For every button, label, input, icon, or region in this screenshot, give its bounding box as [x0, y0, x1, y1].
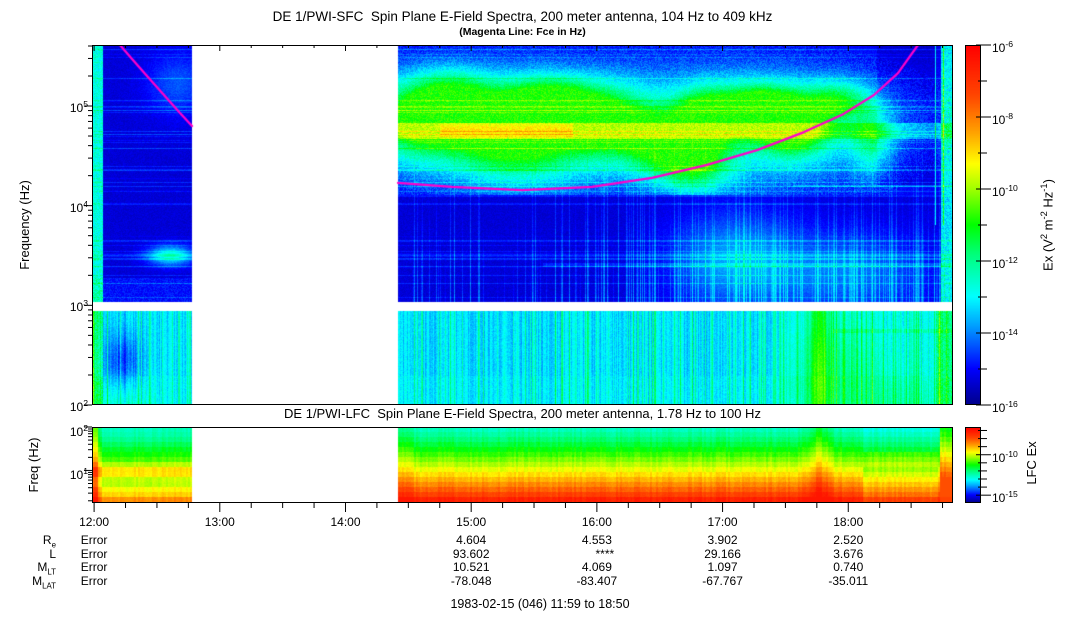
- ephemeris-value: 4.553: [581, 533, 612, 547]
- lfc-ylabel: Freq (Hz): [26, 437, 41, 493]
- sfc-ylabel: Frequency (Hz): [17, 180, 32, 270]
- ephemeris-value: 10.521: [452, 560, 490, 574]
- ephemeris-row-label: Re: [42, 533, 56, 550]
- ephemeris-value: 1.097: [707, 560, 738, 574]
- lfc-title: DE 1/PWI-LFC Spin Plane E-Field Spectra,…: [284, 406, 761, 421]
- x-tick-label: 16:00: [581, 515, 612, 529]
- sfc-ytick-label: 103: [69, 298, 88, 315]
- date-caption: 1983-02-15 (046) 11:59 to 18:50: [450, 597, 630, 611]
- sfc-title: DE 1/PWI-SFC Spin Plane E-Field Spectra,…: [272, 9, 773, 24]
- ephemeris-value: 2.520: [833, 533, 864, 547]
- ephemeris-row-label: L: [49, 546, 56, 561]
- ephemeris-value: 3.902: [707, 533, 738, 547]
- ephemeris-value: Error: [80, 560, 108, 574]
- x-tick-label: 18:00: [833, 515, 864, 529]
- x-tick-label: 15:00: [456, 515, 487, 529]
- ephemeris-value: -67.767: [702, 573, 743, 588]
- sfc-colorbar-tick-label: 10-6: [992, 39, 1014, 55]
- sfc-colorbar-tick-label: 10-14: [992, 327, 1018, 343]
- ephemeris-value: 4.604: [456, 533, 487, 547]
- ephemeris-row-label: MLAT: [32, 573, 56, 590]
- sfc-ytick-label: 105: [69, 98, 88, 115]
- ephemeris-value: 93.602: [452, 546, 490, 561]
- lfc-spectrogram-canvas: [92, 427, 953, 503]
- ephemeris-value: Error: [80, 546, 108, 561]
- lfc-colorbar-tick-label: 10-15: [992, 489, 1018, 506]
- lfc-colorbar-canvas: [965, 427, 981, 503]
- ephemeris-value: 4.069: [581, 560, 612, 574]
- sfc-subtitle: (Magenta Line: Fce in Hz): [459, 26, 586, 38]
- sfc-colorbar-tick-label: 10-12: [992, 255, 1018, 271]
- sfc-spectrogram-canvas: [92, 45, 953, 405]
- sfc-colorbar-tick-label: 10-10: [992, 183, 1018, 199]
- lfc-colorbar-tick-label: 10-10: [992, 448, 1018, 465]
- sfc-colorbar-tick-label: 10-16: [992, 399, 1018, 415]
- lfc-ytick-label: 102: [69, 423, 88, 439]
- ephemeris-value: -35.011: [828, 573, 869, 588]
- sfc-ytick-label: 104: [69, 198, 88, 215]
- sfc-colorbar-tick-label: 10-8: [992, 111, 1014, 127]
- ephemeris-value: Error: [80, 533, 108, 547]
- ephemeris-value: 29.166: [704, 546, 741, 561]
- sfc-colorbar-label: Ex (V2 m-2 Hz-1): [1039, 179, 1056, 271]
- x-tick-label: 13:00: [204, 515, 235, 529]
- lfc-ytick-label: 101: [69, 466, 88, 483]
- x-tick-label: 14:00: [330, 515, 361, 529]
- ephemeris-value: -83.407: [576, 573, 618, 588]
- ephemeris-row-label: MLT: [37, 560, 56, 577]
- ephemeris-value: Error: [80, 573, 108, 588]
- x-tick-label: 12:00: [79, 515, 110, 529]
- ephemeris-value: ****: [595, 546, 615, 561]
- x-tick-label: 17:00: [707, 515, 738, 529]
- ephemeris-value: -78.048: [450, 573, 492, 588]
- sfc-ytick-label: 102: [69, 398, 88, 414]
- ephemeris-value: 0.740: [833, 560, 864, 574]
- sfc-colorbar-canvas: [965, 45, 981, 405]
- ephemeris-value: 3.676: [833, 546, 864, 561]
